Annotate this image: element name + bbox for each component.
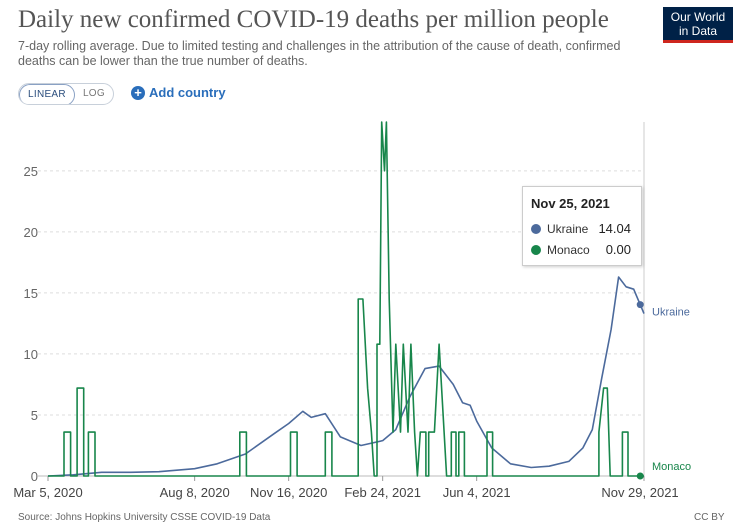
series-lines [47, 121, 645, 480]
tooltip: Nov 25, 2021 Ukraine 14.04 Monaco 0.00 [522, 186, 642, 266]
logo-line-2: in Data [678, 24, 718, 38]
tooltip-date: Nov 25, 2021 [531, 196, 610, 211]
tooltip-series-name: Monaco [547, 243, 590, 257]
y-tick-label: 0 [31, 469, 38, 484]
y-tick-label: 20 [24, 225, 38, 240]
x-tick-label: Feb 24, 2021 [344, 485, 421, 500]
tooltip-series-value: 14.04 [598, 221, 631, 236]
y-tick-label: 10 [24, 347, 38, 362]
tooltip-row: Monaco 0.00 [531, 242, 637, 258]
chart-subtitle: 7-day rolling average. Due to limited te… [18, 39, 621, 68]
y-tick-label: 5 [31, 408, 38, 423]
y-tick-label: 25 [24, 164, 38, 179]
x-tick-label: Jun 4, 2021 [443, 485, 511, 500]
add-country-label: Add country [149, 85, 226, 100]
y-tick-label: 15 [24, 286, 38, 301]
series-color-dot [531, 245, 541, 255]
x-tick-label: Mar 5, 2020 [13, 485, 82, 500]
x-tick-label: Nov 29, 2021 [601, 485, 678, 500]
plus-icon: + [131, 85, 145, 100]
tooltip-series-value: 0.00 [605, 242, 631, 257]
scale-toggle[interactable]: LINEAR LOG [18, 83, 114, 105]
linear-scale-button[interactable]: LINEAR [19, 84, 75, 104]
tooltip-row: Ukraine 14.04 [531, 221, 637, 237]
hover-marker-monaco [636, 472, 644, 480]
end-label-ukraine: Ukraine [652, 307, 690, 319]
license-link[interactable]: CC BY [694, 512, 725, 523]
x-tick-label: Nov 16, 2020 [250, 485, 327, 500]
log-scale-button[interactable]: LOG [82, 88, 105, 99]
series-line-ukraine[interactable] [47, 276, 645, 477]
series-end-labels: Ukraine Monaco [652, 307, 691, 473]
chart-title: Daily new confirmed COVID-19 deaths per … [18, 6, 609, 33]
hover-marker-ukraine [636, 301, 644, 309]
series-color-dot [531, 224, 541, 234]
logo-line-1: Our World [670, 10, 726, 24]
source-note[interactable]: Source: Johns Hopkins University CSSE CO… [18, 512, 271, 523]
y-axis-ticks: 0 5 10 15 20 25 [24, 164, 38, 484]
x-axis-ticks: Mar 5, 2020 Aug 8, 2020 Nov 16, 2020 Feb 24… [13, 476, 679, 500]
end-label-monaco: Monaco [652, 461, 691, 473]
owid-logo[interactable]: Our World in Data [663, 7, 733, 43]
series-line-monaco[interactable] [48, 121, 644, 477]
tooltip-series-name: Ukraine [547, 222, 589, 236]
add-country-button[interactable]: + Add country [131, 85, 226, 100]
x-tick-label: Aug 8, 2020 [160, 485, 230, 500]
